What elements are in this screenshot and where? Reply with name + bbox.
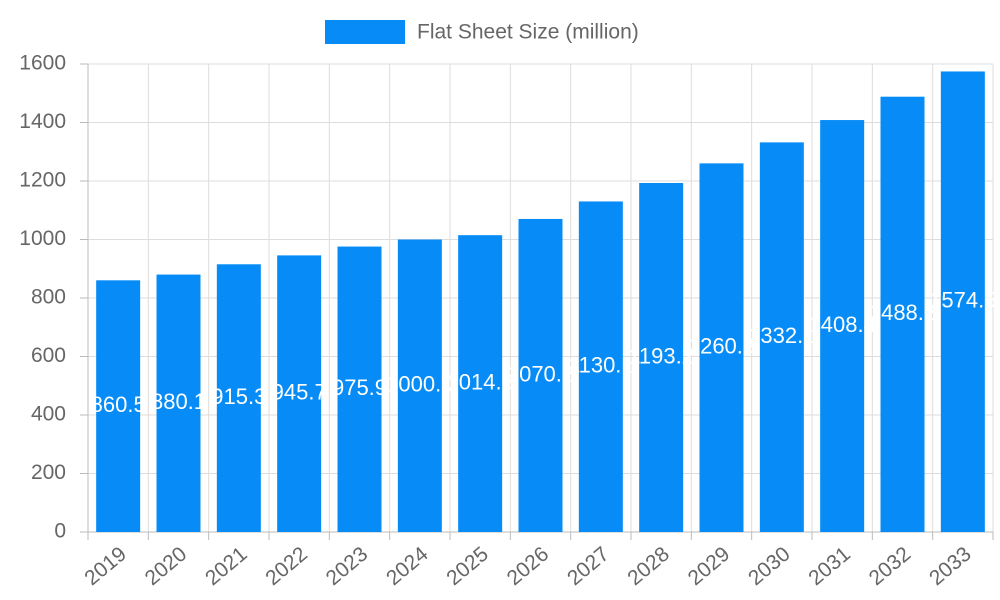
x-tick-label: 2025 [442, 542, 493, 590]
y-tick-label: 1000 [19, 227, 66, 250]
x-tick-label: 2023 [322, 542, 373, 590]
bar-value-label: 1408.4 [809, 312, 876, 337]
y-tick-label: 1400 [19, 110, 66, 133]
bar [940, 71, 985, 533]
bar-value-label: 860.5 [91, 392, 146, 417]
x-tick-label: 2021 [201, 542, 252, 590]
x-tick-label: 2032 [865, 542, 916, 590]
legend-label: Flat Sheet Size (million) [417, 21, 639, 44]
bar-value-label: 880.1 [151, 389, 206, 414]
bar-value-label: 1260.3 [688, 333, 755, 358]
bar-value-label: 1130.1 [568, 353, 634, 378]
bar [880, 96, 925, 532]
y-tick-label: 800 [31, 286, 66, 309]
bar [699, 163, 744, 532]
bar [759, 142, 804, 532]
x-tick-label: 2033 [925, 542, 976, 590]
x-tick-label: 2020 [141, 542, 192, 590]
bar [216, 264, 261, 532]
bar-value-label: 1014.8 [447, 369, 514, 394]
x-tick-label: 2027 [563, 542, 614, 590]
bar [156, 274, 201, 532]
bar-value-label: 975.9 [332, 375, 387, 400]
x-tick-label: 2024 [382, 542, 433, 590]
bar [96, 280, 141, 532]
bar-value-label: 1488.2 [869, 300, 936, 325]
y-tick-label: 600 [31, 344, 66, 367]
bar-value-label: 915.3 [211, 384, 266, 409]
x-tick-label: 2026 [503, 542, 554, 590]
y-tick-label: 1600 [19, 52, 66, 75]
bar [518, 218, 563, 533]
bar [337, 246, 382, 532]
x-tick-label: 2022 [261, 542, 312, 590]
bar-value-label: 1070.2 [507, 361, 574, 386]
bar [639, 182, 684, 532]
bar-value-label: 1193.2 [628, 343, 694, 368]
x-tick-label: 2031 [804, 542, 855, 590]
bar [397, 239, 442, 532]
bar [277, 255, 322, 532]
y-tick-label: 200 [31, 461, 66, 484]
x-tick-label: 2019 [80, 542, 131, 590]
bar-value-label: 945.7 [272, 380, 327, 405]
x-tick-label: 2029 [684, 542, 735, 590]
y-tick-label: 1200 [19, 169, 66, 192]
x-tick-label: 2030 [744, 542, 795, 590]
x-tick-label: 2028 [623, 542, 674, 590]
bar-value-label: 1000.0 [386, 372, 453, 397]
y-tick-label: 400 [31, 403, 66, 426]
bar [578, 201, 623, 533]
legend-swatch [325, 20, 405, 44]
bar [458, 235, 503, 532]
y-tick-label: 0 [54, 520, 66, 543]
legend: Flat Sheet Size (million) [325, 20, 639, 44]
bar [820, 120, 865, 532]
bar-value-label: 1332.1 [748, 323, 815, 348]
bar-value-label: 1574.5 [929, 288, 996, 313]
